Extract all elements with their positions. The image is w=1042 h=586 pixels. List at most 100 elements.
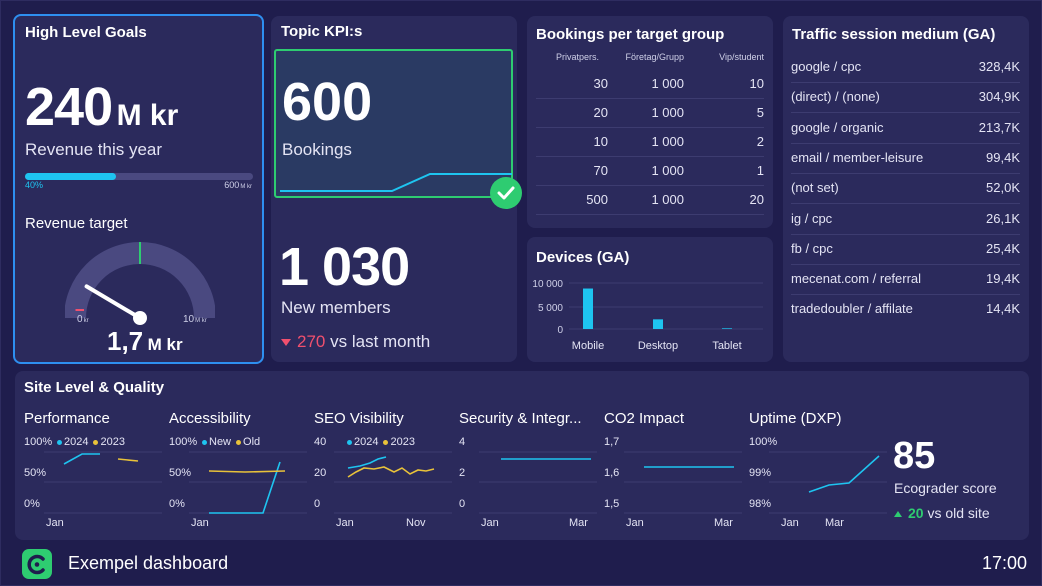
footer-bar: Exempel dashboard 17:00: [1, 545, 1041, 585]
topic-kpi-card[interactable]: Topic KPI:s 600 Bookings 1 030 New membe…: [271, 16, 522, 362]
row-divider: [536, 214, 764, 215]
row-divider: [791, 294, 1020, 296]
card-title: Bookings per target group: [536, 26, 725, 43]
y-tick-label: 98%: [749, 498, 772, 510]
revenue-gauge: [65, 242, 215, 325]
chart-legend: 2024 2023: [57, 436, 130, 448]
traffic-label: ig / cpc: [791, 210, 833, 226]
traffic-value: 328,4K: [978, 59, 1020, 74]
traffic-value: 14,4K: [986, 301, 1020, 317]
bar-desktop: [653, 319, 663, 329]
row-divider: [791, 263, 1020, 265]
chart-legend: 2024 2023: [347, 436, 420, 448]
traffic-value: 99,4K: [986, 149, 1020, 165]
traffic-label: google / organic: [791, 119, 884, 135]
x-tick-label: Tablet: [712, 340, 741, 352]
card-title: Traffic session medium (GA): [792, 26, 996, 43]
card-title: Site Level & Quality: [24, 379, 165, 396]
members-value: 1 030: [279, 237, 410, 297]
traffic-value: 213,7K: [978, 119, 1020, 135]
table-cell: 1 000: [651, 105, 684, 120]
progress-max-label: 600M kr: [224, 180, 252, 190]
table-cell: 2: [756, 134, 764, 149]
traffic-value: 52,0K: [986, 180, 1020, 196]
x-tick-label: Desktop: [638, 340, 678, 352]
line-chart-plot: [479, 451, 597, 514]
list-item: google / organic 213,7K: [791, 120, 1020, 142]
traffic-label: (not set): [791, 180, 839, 196]
legend-swatch: [57, 439, 62, 445]
traffic-label: fb / cpc: [791, 240, 833, 256]
y-tick-label: 99%: [749, 467, 772, 479]
site-metric-chart: Security & Integr... 4 2 0 Jan Mar: [459, 409, 597, 534]
traffic-label: google / cpc: [791, 59, 862, 74]
eco-score-delta: 20 vs old site: [894, 505, 990, 521]
list-item: mecenat.com / referral 19,4K: [791, 271, 1020, 293]
card-title: Topic KPI:s: [281, 23, 363, 40]
y-tick-label: 1,5: [604, 498, 620, 510]
site-metric-chart: SEO Visibility 40 20 0 2024 2023 Jan Nov: [314, 409, 452, 534]
legend-swatch: [383, 439, 389, 445]
line-chart-plot: [624, 451, 742, 514]
legend-item: 2024: [57, 436, 88, 448]
line-chart-plot: [44, 451, 162, 514]
table-row: 20 1 000 5: [536, 102, 764, 126]
gauge-min-label: 0kr: [77, 314, 89, 325]
high-level-goals-card[interactable]: High Level Goals 240 M kr Revenue this y…: [13, 14, 264, 364]
brand-logo-icon: [22, 549, 52, 579]
x-tick-label: Jan: [781, 517, 799, 529]
eco-score-value: 85: [893, 435, 936, 477]
members-label: New members: [281, 298, 391, 317]
progress-pct-label: 40%: [25, 180, 44, 190]
series-line-0: [347, 456, 387, 469]
series-line-0: [63, 453, 100, 465]
table-cell: 1 000: [651, 134, 684, 149]
site-metric-chart: Accessibility 100% 50% 0% New Old Jan: [169, 409, 307, 534]
card-title: High Level Goals: [25, 24, 147, 41]
row-divider: [791, 82, 1020, 83]
bookings-sparkline: [280, 173, 512, 192]
x-tick-label: Jan: [191, 517, 209, 529]
table-row: 70 1 000 1: [536, 160, 764, 184]
line-chart-plot: [334, 451, 452, 514]
y-tick-label: 1,7: [604, 436, 620, 448]
card-title: Devices (GA): [536, 249, 630, 266]
traffic-value: 25,4K: [986, 240, 1020, 256]
series-line-0: [808, 455, 880, 493]
row-divider: [536, 185, 764, 186]
site-level-card[interactable]: Site Level & Quality 85 Ecograder score …: [15, 371, 1029, 540]
y-tick-label: 0: [459, 498, 466, 510]
list-item: google / cpc 328,4K: [791, 59, 1020, 81]
up-triangle-icon: [894, 511, 902, 518]
x-tick-label: Jan: [336, 517, 354, 529]
table-cell: 1 000: [651, 163, 684, 178]
metric-title: Security & Integr...: [459, 410, 582, 427]
gauge-hub: [133, 311, 147, 325]
y-tick-label: 50%: [24, 467, 47, 479]
y-tick-label: 0: [314, 498, 321, 510]
y-tick-label: 4: [459, 436, 466, 448]
series-line-1: [208, 470, 286, 473]
metric-title: Uptime (DXP): [749, 410, 842, 427]
devices-card[interactable]: Devices (GA) 10 000 5 000 0 Mobile Desktop Ta…: [527, 237, 773, 362]
row-divider: [536, 98, 764, 99]
table-row: 500 1 000 20: [536, 189, 764, 213]
traffic-label: (direct) / (none): [791, 89, 880, 105]
table-cell: 1 000: [651, 76, 684, 91]
bookings-kpi-box[interactable]: 600 Bookings: [274, 49, 513, 198]
metric-title: Performance: [24, 410, 110, 427]
row-divider: [536, 156, 764, 157]
table-cell: 1: [756, 163, 764, 178]
list-item: ig / cpc 26,1K: [791, 211, 1020, 233]
gauge-needle: [84, 284, 142, 320]
table-cell: 500: [586, 192, 608, 207]
members-delta: 270 vs last month: [281, 332, 430, 352]
row-divider: [791, 233, 1020, 235]
traffic-card[interactable]: Traffic session medium (GA) google / cpc…: [783, 16, 1029, 362]
list-item: (direct) / (none) 304,9K: [791, 89, 1020, 111]
table-cell: 20: [593, 105, 608, 120]
legend-item: 2023: [383, 436, 415, 448]
bookings-value: 600: [282, 72, 373, 132]
bookings-table-card[interactable]: Bookings per target group Privatpers. Fö…: [527, 16, 773, 228]
table-cell: 30: [593, 76, 608, 91]
